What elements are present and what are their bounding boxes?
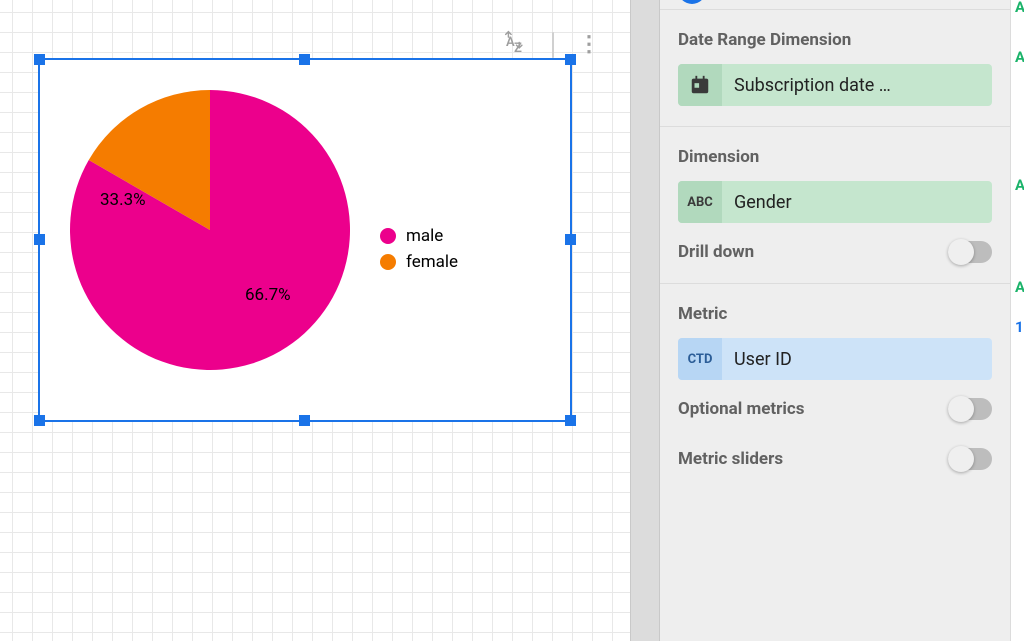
metric-chip[interactable]: CTD User ID	[678, 338, 992, 380]
abc-icon: ABC	[678, 181, 722, 223]
editor-canvas[interactable]: AZ ⋮ 33.3% 66.7% male female	[0, 0, 630, 641]
pie-slice-label-male: 66.7%	[245, 285, 291, 305]
drill-down-label: Drill down	[678, 242, 754, 262]
section-dimension: Dimension ABC Gender Drill down	[660, 127, 1010, 284]
legend-label: male	[406, 226, 443, 246]
resize-handle-bm[interactable]	[299, 415, 310, 426]
pie-slice-label-female: 33.3%	[100, 190, 146, 210]
metric-sliders-label: Metric sliders	[678, 449, 783, 469]
resize-handle-bl[interactable]	[34, 415, 45, 426]
resize-handle-br[interactable]	[565, 415, 576, 426]
date-range-chip[interactable]: Subscription date …	[678, 64, 992, 106]
section-label: Date Range Dimension	[678, 30, 992, 50]
drill-down-toggle[interactable]	[948, 241, 992, 263]
ctd-icon: CTD	[678, 338, 722, 380]
strip-stub[interactable]: AI	[1015, 278, 1024, 296]
legend-item-male: male	[380, 226, 458, 246]
legend-item-female: female	[380, 252, 458, 272]
drill-down-row: Drill down	[678, 241, 992, 263]
legend-dot-icon	[380, 228, 396, 244]
strip-stub[interactable]: AI	[1015, 176, 1024, 194]
section-date-range: Date Range Dimension Subscription date …	[660, 10, 1010, 127]
panel-header: i BLEND DATA ?	[660, 0, 1010, 10]
more-icon[interactable]: ⋮	[578, 32, 600, 57]
section-metric: Metric CTD User ID Optional metrics Metr…	[660, 284, 1010, 490]
optional-metrics-toggle[interactable]	[948, 398, 992, 420]
sort-icon[interactable]: AZ	[504, 30, 528, 59]
resize-handle-tl[interactable]	[34, 54, 45, 65]
section-label: Dimension	[678, 147, 992, 167]
resize-handle-tm[interactable]	[299, 54, 310, 65]
pie-chart[interactable]: 33.3% 66.7% male female	[40, 60, 570, 420]
strip-stub[interactable]: AI	[1015, 48, 1024, 66]
panel-gutter[interactable]	[630, 0, 660, 641]
pie-svg	[70, 90, 350, 370]
resize-handle-tr[interactable]	[565, 54, 576, 65]
optional-metrics-row: Optional metrics	[678, 398, 992, 420]
toolbar-divider	[552, 32, 554, 58]
config-panel: i BLEND DATA ? Date Range Dimension Subs…	[660, 0, 1010, 641]
metric-sliders-row: Metric sliders	[678, 448, 992, 470]
legend-dot-icon	[380, 254, 396, 270]
right-field-strip: AI AI AI AI 12	[1010, 0, 1024, 641]
strip-stub[interactable]: AI	[1015, 0, 1024, 16]
canvas-toolbar: AZ ⋮	[504, 30, 600, 59]
calendar-icon	[678, 64, 722, 106]
resize-handle-mr[interactable]	[565, 234, 576, 245]
resize-handle-ml[interactable]	[34, 234, 45, 245]
pie-legend: male female	[380, 220, 458, 278]
chip-text: Gender	[722, 192, 992, 213]
info-icon[interactable]: i	[678, 0, 706, 4]
chart-selection-box[interactable]: 33.3% 66.7% male female	[38, 58, 572, 422]
section-label: Metric	[678, 304, 992, 324]
chip-text: Subscription date …	[722, 75, 992, 96]
chip-text: User ID	[722, 349, 992, 370]
strip-stub[interactable]: 12	[1015, 318, 1024, 336]
legend-label: female	[406, 252, 458, 272]
metric-sliders-toggle[interactable]	[948, 448, 992, 470]
dimension-chip[interactable]: ABC Gender	[678, 181, 992, 223]
optional-metrics-label: Optional metrics	[678, 399, 804, 419]
